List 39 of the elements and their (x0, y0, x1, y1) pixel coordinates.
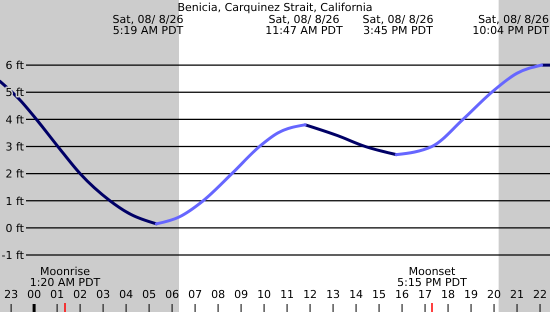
x-tick-label: 13 (326, 288, 340, 301)
x-tick-label: 22 (533, 288, 548, 301)
chart-title: Benicia, Carquinez Strait, California (177, 1, 373, 14)
y-tick-label: 4 ft (6, 113, 25, 126)
y-tick-label: -1 ft (2, 249, 25, 262)
annotation: Moonset 5:15 PM PDT (397, 265, 468, 289)
x-tick-label: 21 (510, 288, 524, 301)
x-tick-label: 14 (349, 288, 364, 301)
y-tick-label: 3 ft (6, 140, 25, 154)
x-tick-label: 11 (280, 288, 294, 301)
y-tick-label: 6 ft (6, 59, 25, 72)
annotation: Sat, 08/ 8/26 11:47 AM PDT (265, 13, 344, 37)
x-tick-label: 07 (188, 288, 202, 301)
x-tick-label: 15 (372, 288, 386, 301)
x-tick-label: 02 (73, 288, 88, 301)
x-tick-label: 10 (257, 288, 272, 301)
x-tick-label: 06 (165, 288, 180, 301)
x-tick-label: 08 (211, 288, 226, 301)
annotation: Moonrise 1:20 AM PDT (30, 265, 101, 289)
x-tick-label: 05 (142, 288, 156, 301)
x-tick-label: 18 (441, 288, 456, 301)
annotation: Sat, 08/ 8/26 5:19 AM PDT (112, 13, 184, 37)
x-tick-label: 09 (234, 288, 248, 301)
x-tick-label: 03 (96, 288, 110, 301)
annotation: Sat, 08/ 8/26 3:45 PM PDT (362, 13, 434, 37)
annotation: Sat, 08/ 8/26 10:04 PM PDT (472, 13, 550, 37)
x-tick-label: 16 (395, 288, 410, 301)
x-tick-label: 19 (464, 288, 478, 301)
x-tick-label: 01 (50, 288, 64, 301)
x-tick-label: 04 (119, 288, 134, 301)
x-tick-label: 12 (303, 288, 318, 301)
y-tick-label: 2 ft (6, 168, 25, 181)
x-tick-label: 00 (27, 288, 42, 301)
x-tick-label: 17 (418, 288, 432, 301)
x-tick-label: 20 (487, 288, 502, 301)
y-tick-label: 1 ft (6, 194, 25, 208)
y-tick-label: 0 ft (6, 222, 25, 235)
x-tick-label: 23 (4, 288, 18, 301)
y-tick-label: 5 ft (6, 86, 25, 100)
